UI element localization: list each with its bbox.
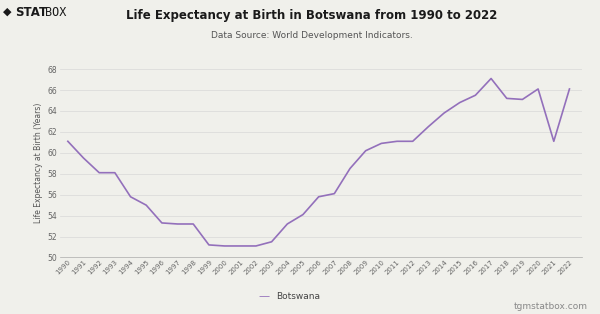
Text: Life Expectancy at Birth in Botswana from 1990 to 2022: Life Expectancy at Birth in Botswana fro… [127,9,497,22]
Text: Data Source: World Development Indicators.: Data Source: World Development Indicator… [211,31,413,41]
Y-axis label: Life Expectancy at Birth (Years): Life Expectancy at Birth (Years) [34,103,43,224]
Text: Botswana: Botswana [276,292,320,301]
Text: tgmstatbox.com: tgmstatbox.com [514,302,588,311]
Text: —: — [259,291,269,301]
Text: ◆: ◆ [3,6,11,16]
Text: STAT: STAT [15,6,47,19]
Text: BOX: BOX [45,6,67,19]
